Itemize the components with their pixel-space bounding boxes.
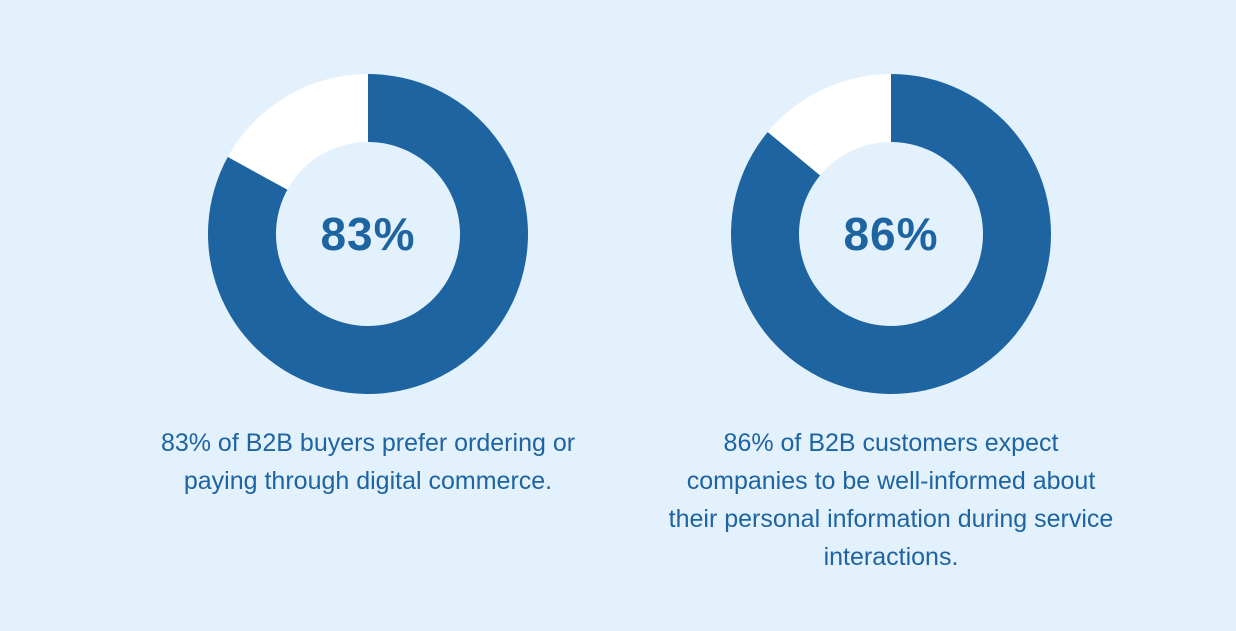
donut-chart-2: 86% (731, 74, 1051, 394)
donut-chart-1: 83% (208, 74, 528, 394)
donut-center-label-1: 83% (320, 208, 416, 260)
donut-slice-2-1 (731, 74, 1051, 394)
donut-svg-1 (208, 74, 528, 394)
donut-slice-1-1 (208, 74, 528, 394)
donut-svg-2 (731, 74, 1051, 394)
caption-1: 83% of B2B buyers prefer ordering or pay… (160, 429, 576, 495)
donut-center-label-2: 86% (843, 208, 939, 260)
donut-slice-1-2 (227, 74, 368, 190)
donut-slice-2-2 (767, 74, 891, 176)
caption-2: 86% of B2B customers expect companies to… (668, 429, 1114, 571)
